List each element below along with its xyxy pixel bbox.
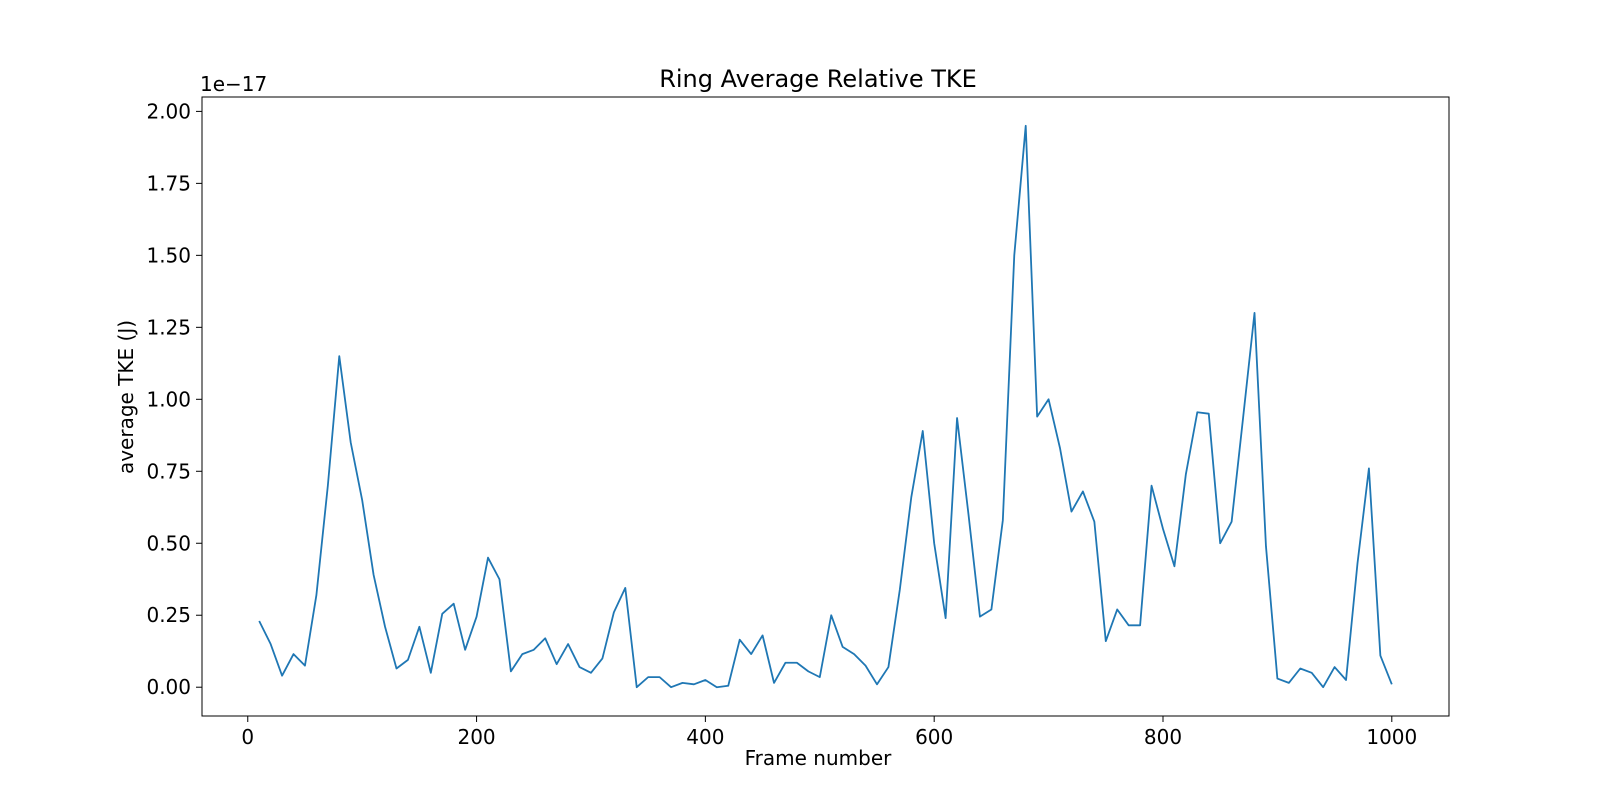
y-tick-label: 0.00 bbox=[146, 675, 191, 699]
chart-title: Ring Average Relative TKE bbox=[659, 65, 977, 93]
series-line bbox=[258, 124, 1393, 689]
y-axis: 0.00 0.25 0.50 0.75 1.00 1.25 1.50 1.75 2.00 bbox=[146, 99, 202, 699]
x-tick-label: 1000 bbox=[1366, 725, 1417, 749]
y-tick-label: 2.00 bbox=[146, 99, 191, 123]
axes-frame bbox=[201, 96, 1450, 717]
x-tick-label: 800 bbox=[1144, 725, 1182, 749]
y-tick-label: 1.75 bbox=[146, 171, 191, 195]
y-axis-offset-label: 1e−17 bbox=[200, 72, 267, 96]
y-tick-label: 1.50 bbox=[146, 243, 191, 267]
x-axis-label: Frame number bbox=[745, 746, 893, 770]
y-tick-label: 1.25 bbox=[146, 315, 191, 339]
x-tick-label: 600 bbox=[915, 725, 953, 749]
y-tick-label: 0.50 bbox=[146, 531, 191, 555]
x-tick-label: 200 bbox=[457, 725, 495, 749]
x-tick-label: 400 bbox=[686, 725, 724, 749]
y-tick-label: 0.25 bbox=[146, 603, 191, 627]
y-tick-label: 0.75 bbox=[146, 459, 191, 483]
y-tick-label: 1.00 bbox=[146, 387, 191, 411]
x-axis: 0 200 400 600 800 1000 bbox=[241, 716, 1417, 749]
y-axis-label: average TKE (J) bbox=[114, 320, 138, 474]
plot-area bbox=[258, 124, 1393, 689]
x-tick-label: 0 bbox=[241, 725, 254, 749]
